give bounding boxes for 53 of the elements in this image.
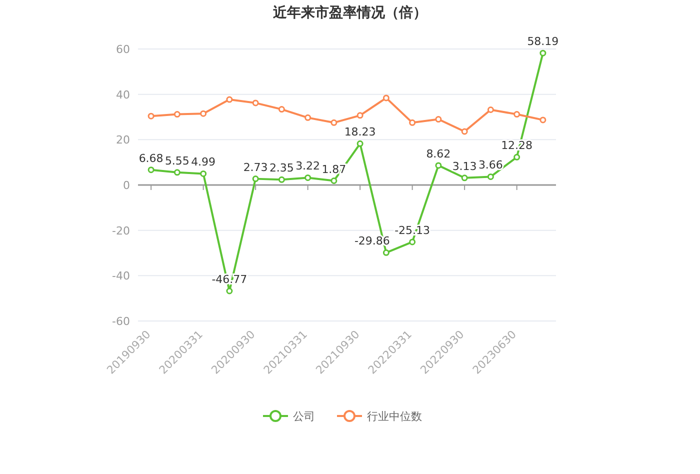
legend-label: 公司 xyxy=(293,410,315,423)
point xyxy=(435,116,442,123)
point xyxy=(330,119,338,126)
point xyxy=(461,174,468,182)
point xyxy=(200,110,207,117)
point xyxy=(540,116,546,124)
point xyxy=(514,111,520,118)
point xyxy=(252,176,259,182)
point xyxy=(435,162,442,169)
data-label: 2.73 xyxy=(243,160,268,174)
y-tick-label: -40 xyxy=(112,270,130,283)
data-label: 8.62 xyxy=(426,147,451,160)
point xyxy=(382,249,390,256)
point xyxy=(514,154,520,160)
y-tick-label: -60 xyxy=(112,315,130,328)
data-label: 58.19 xyxy=(527,35,559,48)
point xyxy=(356,112,364,119)
point xyxy=(461,128,468,135)
point xyxy=(148,112,154,120)
data-label: 4.99 xyxy=(191,156,216,169)
y-tick-label: 40 xyxy=(116,88,130,102)
point xyxy=(226,288,233,294)
data-label: 2.35 xyxy=(269,162,294,175)
y-tick-label: 20 xyxy=(116,134,130,147)
point xyxy=(540,50,546,56)
data-label: 5.55 xyxy=(164,154,190,168)
y-tick-label: -20 xyxy=(112,224,130,238)
point xyxy=(226,96,233,103)
point xyxy=(487,173,494,180)
data-label: 3.22 xyxy=(296,160,320,173)
point xyxy=(304,174,312,181)
y-tick-label: 60 xyxy=(116,43,130,56)
point xyxy=(252,100,259,106)
data-label: 6.68 xyxy=(138,152,164,165)
data-label: 3.13 xyxy=(452,160,477,173)
point xyxy=(409,119,416,126)
point xyxy=(356,140,364,147)
point xyxy=(148,166,154,174)
point xyxy=(278,106,285,113)
legend-label: 行业中位数 xyxy=(367,410,422,423)
point xyxy=(278,176,285,183)
point xyxy=(200,170,207,177)
point xyxy=(304,114,312,121)
point xyxy=(330,178,338,184)
data-label: 18.23 xyxy=(344,126,376,139)
data-label: 3.66 xyxy=(478,158,503,172)
point xyxy=(174,111,180,118)
point xyxy=(409,238,416,246)
point xyxy=(174,169,180,176)
y-tick-label: 0 xyxy=(123,179,130,192)
point xyxy=(382,94,390,102)
point xyxy=(487,106,494,113)
chart-title: 近年来市盈率情况（倍） xyxy=(272,4,427,21)
